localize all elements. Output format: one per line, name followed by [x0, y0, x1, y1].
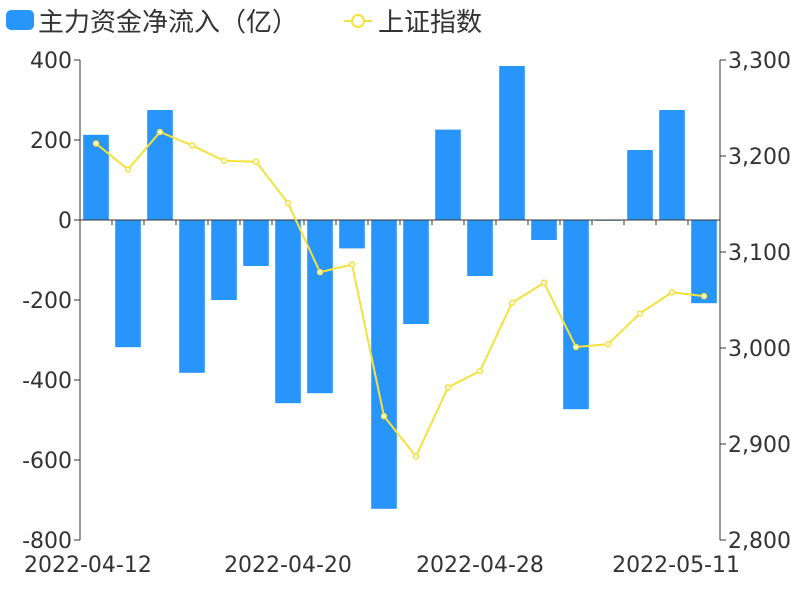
- index-point[interactable]: [508, 299, 516, 307]
- index-point[interactable]: [124, 166, 132, 173]
- bar[interactable]: [563, 220, 589, 410]
- index-point[interactable]: [572, 343, 580, 351]
- index-point[interactable]: [92, 140, 100, 147]
- bar[interactable]: [531, 220, 557, 240]
- bar[interactable]: [243, 220, 269, 266]
- bar[interactable]: [467, 220, 493, 276]
- right-tick-label: 3,200: [728, 145, 791, 170]
- index-point[interactable]: [700, 292, 708, 300]
- bar[interactable]: [179, 220, 205, 373]
- bar[interactable]: [659, 110, 685, 220]
- right-tick-label: 2,800: [728, 529, 791, 554]
- right-tick-label: 2,900: [728, 433, 791, 458]
- bar[interactable]: [499, 66, 525, 220]
- bar[interactable]: [339, 220, 365, 249]
- x-tick-label: 2022-04-12: [24, 553, 152, 578]
- bar[interactable]: [211, 220, 237, 300]
- left-tick-label: 200: [30, 129, 72, 154]
- right-tick-label: 3,300: [728, 49, 791, 74]
- bar[interactable]: [371, 220, 397, 509]
- bar[interactable]: [147, 110, 173, 220]
- index-point[interactable]: [476, 367, 484, 375]
- index-line: [95, 130, 705, 459]
- index-point[interactable]: [284, 199, 292, 207]
- left-tick-label: -600: [22, 449, 72, 474]
- index-point[interactable]: [412, 453, 420, 460]
- left-tick-label: -800: [22, 529, 72, 554]
- left-tick-label: 0: [58, 209, 72, 234]
- left-y-ticks: -800 -600 -400 -200 0 200 400: [22, 49, 80, 554]
- index-point[interactable]: [220, 157, 228, 165]
- right-y-ticks: 2,800 2,900 3,000 3,100 3,200 3,300: [720, 49, 791, 554]
- x-tick-label: 2022-04-20: [224, 553, 352, 578]
- x-axis-ticks: 2022-04-12 2022-04-20 2022-04-28 2022-05-11: [24, 220, 740, 578]
- x-tick-label: 2022-04-28: [416, 553, 544, 578]
- bar[interactable]: [403, 220, 429, 324]
- index-point[interactable]: [444, 384, 452, 391]
- bars-layer: [83, 66, 717, 509]
- right-tick-label: 3,100: [728, 241, 791, 266]
- index-point[interactable]: [636, 310, 644, 317]
- legend-label-index: 上证指数: [378, 8, 482, 38]
- bar[interactable]: [435, 129, 461, 220]
- index-point[interactable]: [316, 268, 324, 276]
- index-point[interactable]: [668, 289, 676, 296]
- legend-item-index[interactable]: 上证指数: [344, 8, 482, 38]
- bar[interactable]: [115, 220, 141, 348]
- index-point[interactable]: [380, 412, 388, 420]
- left-tick-label: 400: [30, 49, 72, 74]
- index-point[interactable]: [156, 128, 164, 136]
- legend-swatch-inflow: [6, 10, 34, 30]
- bar[interactable]: [83, 134, 109, 220]
- index-point[interactable]: [188, 142, 196, 149]
- index-point[interactable]: [540, 279, 548, 286]
- x-tick-label: 2022-05-11: [612, 553, 740, 578]
- index-point[interactable]: [252, 158, 260, 166]
- axes-layer: [79, 60, 721, 540]
- index-line-layer: [92, 128, 708, 460]
- bar[interactable]: [307, 220, 333, 394]
- index-point[interactable]: [348, 261, 356, 268]
- left-tick-label: -400: [22, 369, 72, 394]
- left-tick-label: -200: [22, 289, 72, 314]
- bar[interactable]: [627, 150, 653, 220]
- legend-item-inflow[interactable]: 主力资金净流入（亿）: [6, 8, 298, 38]
- bar[interactable]: [275, 220, 301, 404]
- right-tick-label: 3,000: [728, 337, 791, 362]
- bar[interactable]: [691, 220, 717, 304]
- index-point[interactable]: [604, 340, 612, 348]
- legend-marker-index: [351, 14, 365, 28]
- legend-label-inflow: 主力资金净流入（亿）: [38, 8, 298, 38]
- legend[interactable]: 主力资金净流入（亿） 上证指数: [6, 8, 482, 38]
